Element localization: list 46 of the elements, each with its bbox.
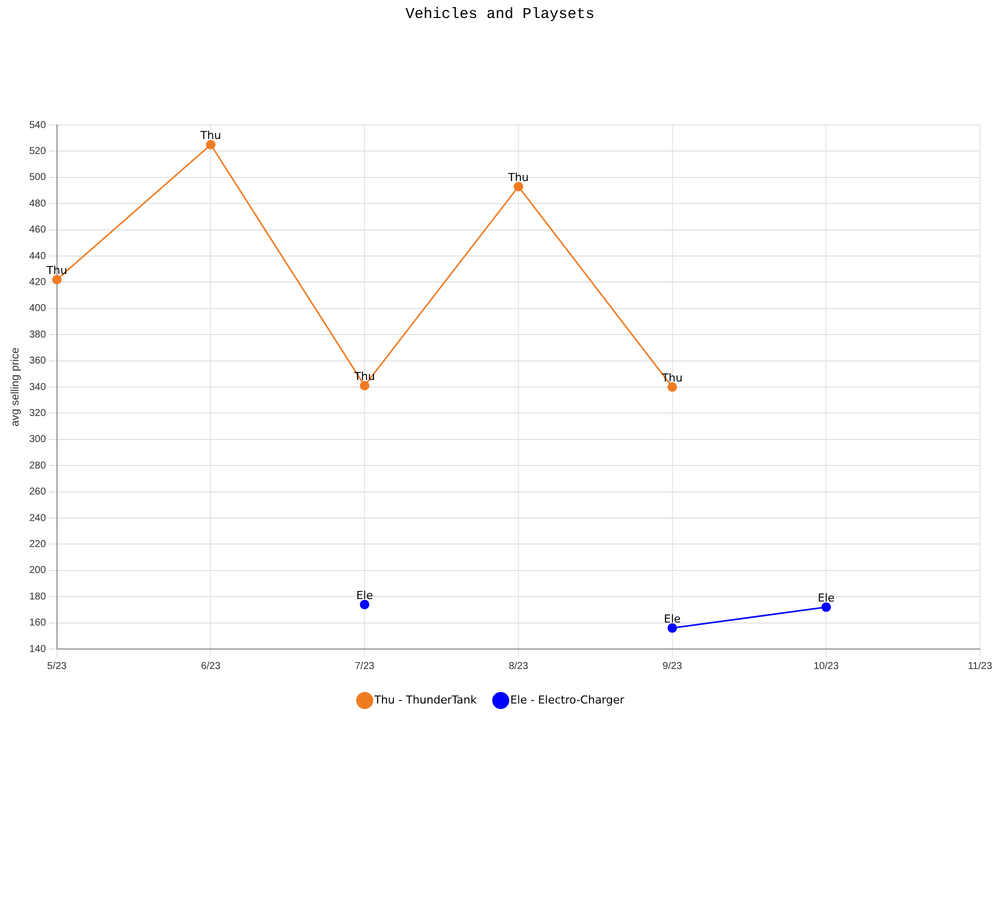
point [514,182,524,192]
y-tick-label: 380 [29,329,46,340]
data-label: Ele [664,612,681,626]
point [668,382,678,392]
y-tick-label: 200 [29,565,46,576]
x-tick-label: 5/23 [47,660,68,672]
y-tick-label: 160 [29,618,46,629]
x-tick-label: 10/23 [814,660,840,672]
y-tick-label: 280 [29,460,46,472]
x-tick-label: 7/23 [354,660,375,672]
y-tick-label: 240 [29,512,46,524]
y-tick-label: 300 [29,434,46,446]
y-tick-label: 260 [29,486,46,498]
point [206,140,216,150]
y-tick-label: 420 [29,276,46,288]
legend-label: Ele - Electro-Charger [510,693,625,706]
x-tick-label: 9/23 [662,660,682,672]
y-tick-label: 440 [29,250,46,262]
y-tick-label: 400 [29,303,46,314]
data-label: Ele [356,588,374,602]
y-tick-label: 180 [29,591,46,602]
y-tick-label: 320 [29,408,46,419]
x-tick-label: 11/23 [968,660,993,672]
data-label: Thu [507,170,529,184]
point [360,380,370,390]
data-label: Thu [46,264,68,277]
chart-title: Vehicles and Playsets [404,6,596,25]
y-tick-label: 540 [29,120,46,131]
y-tick-label: 140 [29,644,46,655]
x-tick-label: 8/23 [508,660,529,672]
y-tick-label: 480 [29,198,46,210]
data-label: Thu [199,129,222,142]
y-tick-label: 520 [29,146,46,157]
data-label: Ele [818,591,835,604]
y-tick-label: 360 [29,356,46,367]
legend-label: Thu - ThunderTank [373,693,478,706]
y-axis-title: avg selling price [10,348,22,426]
y-tick-label: 220 [29,538,46,550]
point [668,623,678,633]
point [360,600,370,610]
point [821,602,831,612]
y-tick-label: 340 [29,382,46,393]
y-tick-label: 460 [29,224,46,236]
point [52,274,62,284]
x-tick-label: 6/23 [201,660,221,672]
y-tick-label: 500 [29,172,46,184]
